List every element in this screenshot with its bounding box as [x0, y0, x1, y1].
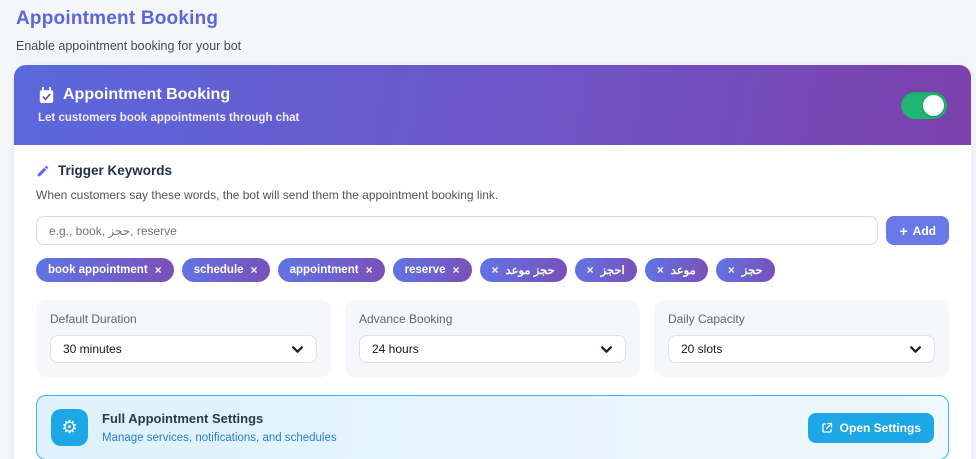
- chip-label: حجز موعد: [505, 265, 555, 277]
- chevron-down-icon: [909, 343, 922, 356]
- chip-label: appointment: [289, 264, 359, 276]
- trigger-keywords-description: When customers say these words, the bot …: [36, 188, 499, 202]
- banner-text: Appointment Booking Let customers book a…: [38, 86, 299, 124]
- chip-remove-icon[interactable]: ×: [154, 263, 162, 277]
- chip-label: reserve: [404, 264, 446, 276]
- banner-title: Appointment Booking: [63, 86, 231, 103]
- setting-label: Daily Capacity: [668, 312, 745, 326]
- page-subtitle: Enable appointment booking for your bot: [16, 39, 242, 53]
- keyword-chip[interactable]: reserve ×: [392, 258, 472, 282]
- chip-label: book appointment: [48, 264, 148, 276]
- setting-box: Daily Capacity 20 slots: [654, 300, 949, 377]
- appointment-banner: Appointment Booking Let customers book a…: [14, 65, 971, 145]
- page-title: Appointment Booking: [16, 8, 219, 29]
- appointment-booking-card: Appointment Booking Let customers book a…: [14, 65, 971, 459]
- keyword-chip[interactable]: حجز موعد ×: [479, 258, 567, 282]
- plus-icon: +: [899, 222, 908, 239]
- add-button-label: Add: [912, 223, 936, 238]
- setting-select[interactable]: 24 hours: [359, 335, 626, 363]
- chip-label: احجز: [600, 265, 625, 277]
- keyword-chip[interactable]: schedule ×: [181, 258, 270, 282]
- card-body: Trigger Keywords When customers say thes…: [14, 145, 971, 459]
- open-settings-label: Open Settings: [839, 420, 921, 435]
- chip-remove-icon[interactable]: ×: [727, 263, 735, 277]
- banner-subtitle: Let customers book appointments through …: [38, 112, 300, 124]
- keyword-chip[interactable]: appointment ×: [277, 258, 385, 282]
- toggle-knob: [923, 94, 944, 116]
- full-settings-texts: Full Appointment Settings Manage service…: [102, 411, 337, 444]
- keyword-chip[interactable]: حجز ×: [715, 258, 775, 282]
- chip-remove-icon[interactable]: ×: [491, 263, 499, 277]
- setting-value: 24 hours: [372, 342, 419, 356]
- keyword-chip[interactable]: book appointment ×: [36, 258, 174, 282]
- chevron-down-icon: [600, 343, 613, 356]
- open-settings-button[interactable]: Open Settings: [807, 412, 934, 443]
- chevron-down-icon: [291, 343, 304, 356]
- settings-grid: Default Duration 30 minutes Advance Book…: [36, 300, 949, 377]
- chip-remove-icon[interactable]: ×: [250, 263, 258, 277]
- chip-remove-icon[interactable]: ×: [586, 263, 594, 277]
- chip-remove-icon[interactable]: ×: [656, 263, 664, 277]
- trigger-keywords-heading: Trigger Keywords: [58, 163, 173, 178]
- gear-icon: ⚙: [51, 409, 88, 446]
- keyword-input[interactable]: [36, 216, 879, 245]
- setting-box: Advance Booking 24 hours: [345, 300, 640, 377]
- setting-box: Default Duration 30 minutes: [36, 300, 331, 377]
- pencil-icon: [36, 164, 50, 178]
- calendar-check-icon: [38, 86, 55, 104]
- keyword-chip[interactable]: موعد ×: [644, 258, 708, 282]
- external-link-icon: [821, 422, 833, 434]
- setting-label: Default Duration: [50, 312, 137, 326]
- keyword-chip[interactable]: احجز ×: [574, 258, 637, 282]
- setting-value: 30 minutes: [63, 342, 122, 356]
- full-settings-title: Full Appointment Settings: [102, 411, 264, 426]
- chip-remove-icon[interactable]: ×: [452, 263, 460, 277]
- chip-remove-icon[interactable]: ×: [365, 263, 373, 277]
- chip-label: حجز: [741, 265, 763, 277]
- add-keyword-button[interactable]: + Add: [886, 216, 949, 245]
- full-settings-card: ⚙ Full Appointment Settings Manage servi…: [36, 395, 949, 459]
- setting-label: Advance Booking: [359, 312, 453, 326]
- appointment-booking-toggle[interactable]: [901, 91, 947, 119]
- full-settings-subtitle: Manage services, notifications, and sche…: [102, 432, 337, 444]
- keyword-chips: book appointment × schedule × appointmen…: [36, 258, 949, 282]
- chip-label: schedule: [193, 264, 244, 276]
- setting-value: 20 slots: [681, 342, 723, 356]
- setting-select[interactable]: 30 minutes: [50, 335, 317, 363]
- setting-select[interactable]: 20 slots: [668, 335, 935, 363]
- chip-label: موعد: [670, 265, 696, 277]
